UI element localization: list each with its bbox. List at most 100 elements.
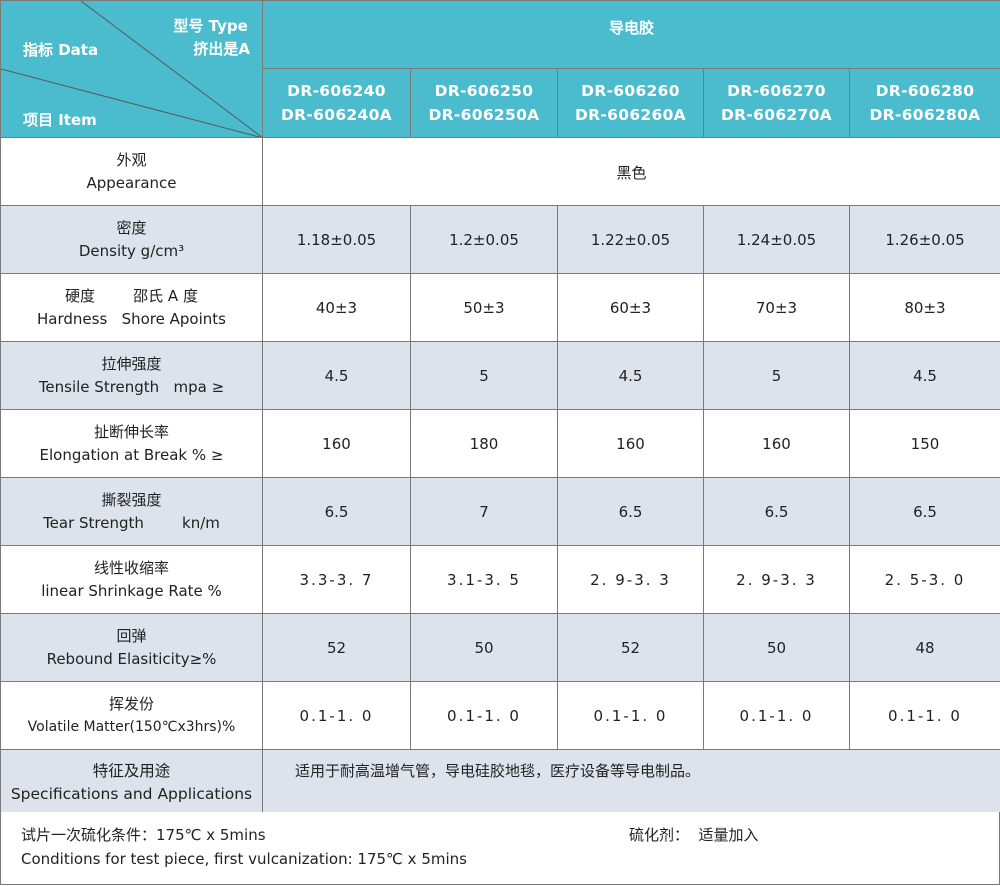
label-en: Rebound Elasiticity≥% (46, 649, 217, 668)
footer-notes: 试片一次硫化条件：175℃ x 5mins Conditions for tes… (0, 812, 1000, 885)
type-label: 型号 Type (173, 17, 248, 35)
value-cell: 1.26±0.05 (849, 205, 1000, 274)
row-label: 硬度 邵氏 A 度 Hardness Shore Apoints (0, 273, 263, 342)
row-label: 撕裂强度 Tear Strength kn/m (0, 477, 263, 546)
row-elongation: 扯断伸长率 Elongation at Break % ≥ 160 180 160… (0, 409, 1000, 478)
value-cell: 50±3 (410, 273, 558, 342)
value-cell: 50 (410, 613, 558, 682)
row-label: 回弹 Rebound Elasiticity≥% (0, 613, 263, 682)
diagonal-lines (1, 1, 262, 137)
row-label: 线性收缩率 linear Shrinkage Rate % (0, 545, 263, 614)
model-header: DR-606240 DR-606240A (262, 68, 411, 138)
value-cell: 1.18±0.05 (262, 205, 411, 274)
label-cn: 扯断伸长率 (93, 422, 169, 441)
value-cell: 52 (262, 613, 411, 682)
spec-table: 型号 Type 挤出是A 指标 Data 项目 Item 导电胶 DR-6062… (0, 0, 1000, 817)
row-hardness: 硬度 邵氏 A 度 Hardness Shore Apoints 40±3 50±… (0, 273, 1000, 342)
value-cell: 4.5 (849, 341, 1000, 410)
label-en: Elongation at Break % ≥ (39, 445, 224, 464)
row-tear-strength: 撕裂强度 Tear Strength kn/m 6.5 7 6.5 6.5 6.5 (0, 477, 1000, 546)
model-code-a: DR-606280A (869, 106, 981, 124)
row-linear-shrinkage: 线性收缩率 linear Shrinkage Rate % 3.3-3. 7 3.… (0, 545, 1000, 614)
value-cell: 1.2±0.05 (410, 205, 558, 274)
label-en: linear Shrinkage Rate % (41, 581, 222, 600)
row-density: 密度 Density g/cm³ 1.18±0.05 1.2±0.05 1.22±… (0, 205, 1000, 274)
value-cell: 3.3-3. 7 (262, 545, 411, 614)
extrude-label: 挤出是A (193, 40, 250, 58)
model-code: DR-606250 (434, 82, 534, 100)
value-cell: 6.5 (262, 477, 411, 546)
label-en: Volatile Matter(150℃x3hrs)% (27, 718, 236, 735)
value-cell: 1.24±0.05 (703, 205, 850, 274)
row-label: 扯断伸长率 Elongation at Break % ≥ (0, 409, 263, 478)
vulcanizing-agent: 硫化剂： 适量加入 (629, 826, 759, 844)
value-cell: 0.1-1. 0 (262, 681, 411, 750)
label-en: Tear Strength kn/m (43, 513, 220, 532)
value-cell: 0.1-1. 0 (410, 681, 558, 750)
label-en: Density g/cm³ (78, 241, 185, 260)
value-cell: 150 (849, 409, 1000, 478)
value-cell: 2. 5-3. 0 (849, 545, 1000, 614)
label-cn: 密度 (116, 218, 147, 237)
row-label: 特征及用途 Specifications and Applications (0, 749, 263, 817)
product-name: 导电胶 (262, 0, 1000, 69)
label-en: Appearance (86, 173, 177, 192)
value-cell: 0.1-1. 0 (849, 681, 1000, 750)
label-cn: 拉伸强度 (101, 354, 162, 373)
value-cell: 40±3 (262, 273, 411, 342)
value-cell: 5 (703, 341, 850, 410)
label-cn: 外观 (116, 150, 147, 169)
label-en: Specifications and Applications (10, 785, 253, 803)
value-cell: 160 (262, 409, 411, 478)
model-header: DR-606260 DR-606260A (557, 68, 704, 138)
model-code-a: DR-606270A (721, 106, 832, 124)
row-specifications: 特征及用途 Specifications and Applications 适用于… (0, 749, 1000, 817)
value-cell: 0.1-1. 0 (703, 681, 850, 750)
label-cn: 线性收缩率 (93, 558, 169, 577)
label-cn: 撕裂强度 (101, 490, 162, 509)
value-cell: 50 (703, 613, 850, 682)
value-cell: 48 (849, 613, 1000, 682)
value-cell: 6.5 (703, 477, 850, 546)
value-cell: 52 (557, 613, 704, 682)
value-cell: 180 (410, 409, 558, 478)
value-cell: 4.5 (262, 341, 411, 410)
diagonal-header-cell: 型号 Type 挤出是A 指标 Data 项目 Item (0, 0, 263, 138)
value-cell: 6.5 (557, 477, 704, 546)
value-cell: 2. 9-3. 3 (703, 545, 850, 614)
label-cn: 特征及用途 (92, 762, 171, 780)
model-header: DR-606280 DR-606280A (849, 68, 1000, 138)
label-cn: 回弹 (116, 626, 147, 645)
model-row: DR-606240 DR-606240A DR-606250 DR-606250A … (1, 68, 1000, 138)
row-label: 挥发份 Volatile Matter(150℃x3hrs)% (0, 681, 263, 750)
label-cn: 硬度 邵氏 A 度 (65, 286, 198, 305)
value-cell: 70±3 (703, 273, 850, 342)
value-cell: 4.5 (557, 341, 704, 410)
model-code-a: DR-606240A (281, 106, 392, 124)
value-cell: 160 (703, 409, 850, 478)
model-code: DR-606270 (727, 82, 826, 100)
label-cn: 挥发份 (108, 694, 154, 713)
value-cell: 5 (410, 341, 558, 410)
value-cell: 2. 9-3. 3 (557, 545, 704, 614)
specifications-text: 适用于耐高温增气管，导电硅胶地毯，医疗设备等导电制品。 (262, 749, 1000, 817)
value-cell: 3.1-3. 5 (410, 545, 558, 614)
model-code-a: DR-606250A (428, 106, 540, 124)
data-label: 指标 Data (23, 41, 99, 59)
model-code-a: DR-606260A (575, 106, 686, 124)
row-tensile-strength: 拉伸强度 Tensile Strength mpa ≥ 4.5 5 4.5 5 4… (0, 341, 1000, 410)
row-label: 外观 Appearance (0, 137, 263, 206)
value-cell: 7 (410, 477, 558, 546)
value-cell: 1.22±0.05 (557, 205, 704, 274)
value-cell: 160 (557, 409, 704, 478)
item-label: 项目 Item (23, 111, 97, 129)
row-label: 拉伸强度 Tensile Strength mpa ≥ (0, 341, 263, 410)
row-rebound: 回弹 Rebound Elasiticity≥% 52 50 52 50 48 (0, 613, 1000, 682)
value-cell: 80±3 (849, 273, 1000, 342)
value-cell: 60±3 (557, 273, 704, 342)
value-cell: 6.5 (849, 477, 1000, 546)
row-appearance: 外观 Appearance 黑色 (0, 137, 1000, 206)
model-header: DR-606250 DR-606250A (410, 68, 558, 138)
model-code: DR-606260 (581, 82, 680, 100)
model-code: DR-606280 (875, 82, 975, 100)
